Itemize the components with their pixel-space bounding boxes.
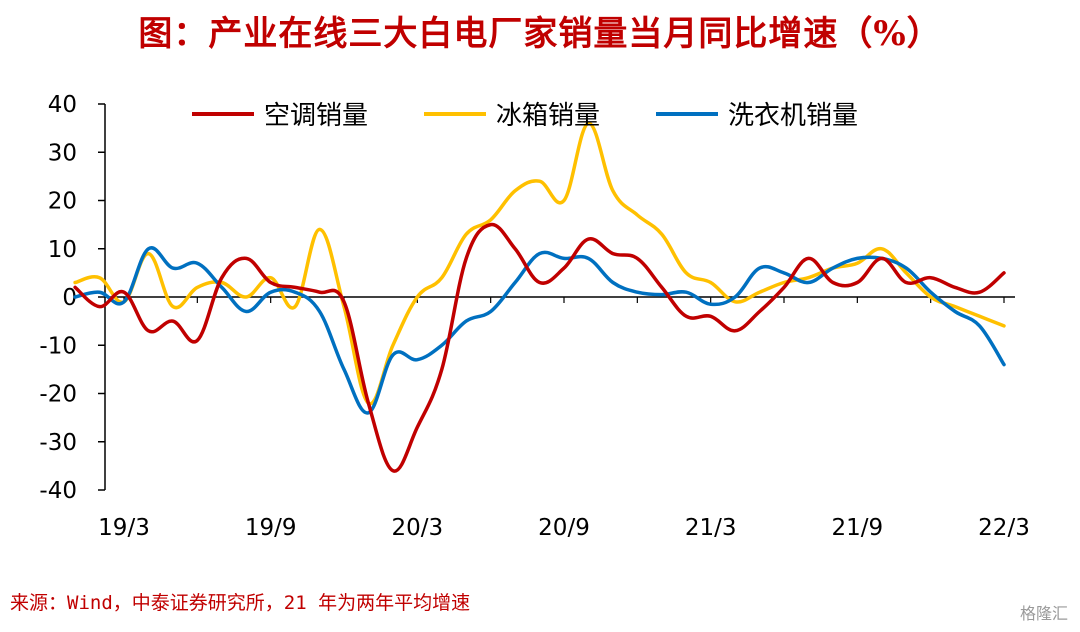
- x-tick-label: 19/9: [245, 515, 297, 541]
- y-tick-label: 0: [62, 285, 77, 311]
- x-tick-label: 22/3: [978, 515, 1030, 541]
- y-tick-label: 20: [48, 189, 77, 215]
- axes: 40 30 20 10 0 -10 -20 -30 -40 19/3 19/9 20/3 20/9 21/…: [39, 92, 1029, 541]
- x-tick-label: 21/3: [685, 515, 737, 541]
- y-tick-label: -40: [39, 478, 77, 504]
- legend-label-2: 冰箱销量: [496, 101, 600, 131]
- x-tick-label: 20/9: [538, 515, 590, 541]
- legend-label-1: 空调销量: [264, 101, 368, 131]
- y-tick-label: -30: [39, 430, 77, 456]
- legend: 空调销量 冰箱销量 洗衣机销量: [192, 101, 858, 131]
- chart-title: 图：产业在线三大白电厂家销量当月同比增速（%）: [138, 14, 942, 54]
- series-line-1: [73, 222, 1006, 473]
- y-tick-label: 10: [48, 237, 77, 263]
- x-tick-label: 21/9: [832, 515, 884, 541]
- y-tick-label: -20: [39, 382, 77, 408]
- watermark: 格隆汇: [1019, 604, 1068, 623]
- x-tick-label: 20/3: [392, 515, 444, 541]
- x-tick-label: 19/3: [98, 515, 150, 541]
- y-tick-label: 40: [48, 92, 77, 118]
- y-tick-label: 30: [48, 140, 77, 166]
- series-line-2: [73, 121, 1006, 406]
- legend-label-3: 洗衣机销量: [728, 101, 858, 131]
- source-note: 来源：Wind，中泰证券研究所，21 年为两年平均增速: [10, 592, 471, 614]
- y-tick-label: -10: [39, 333, 77, 359]
- series-line-3: [73, 246, 1006, 415]
- series-lines: [73, 121, 1006, 473]
